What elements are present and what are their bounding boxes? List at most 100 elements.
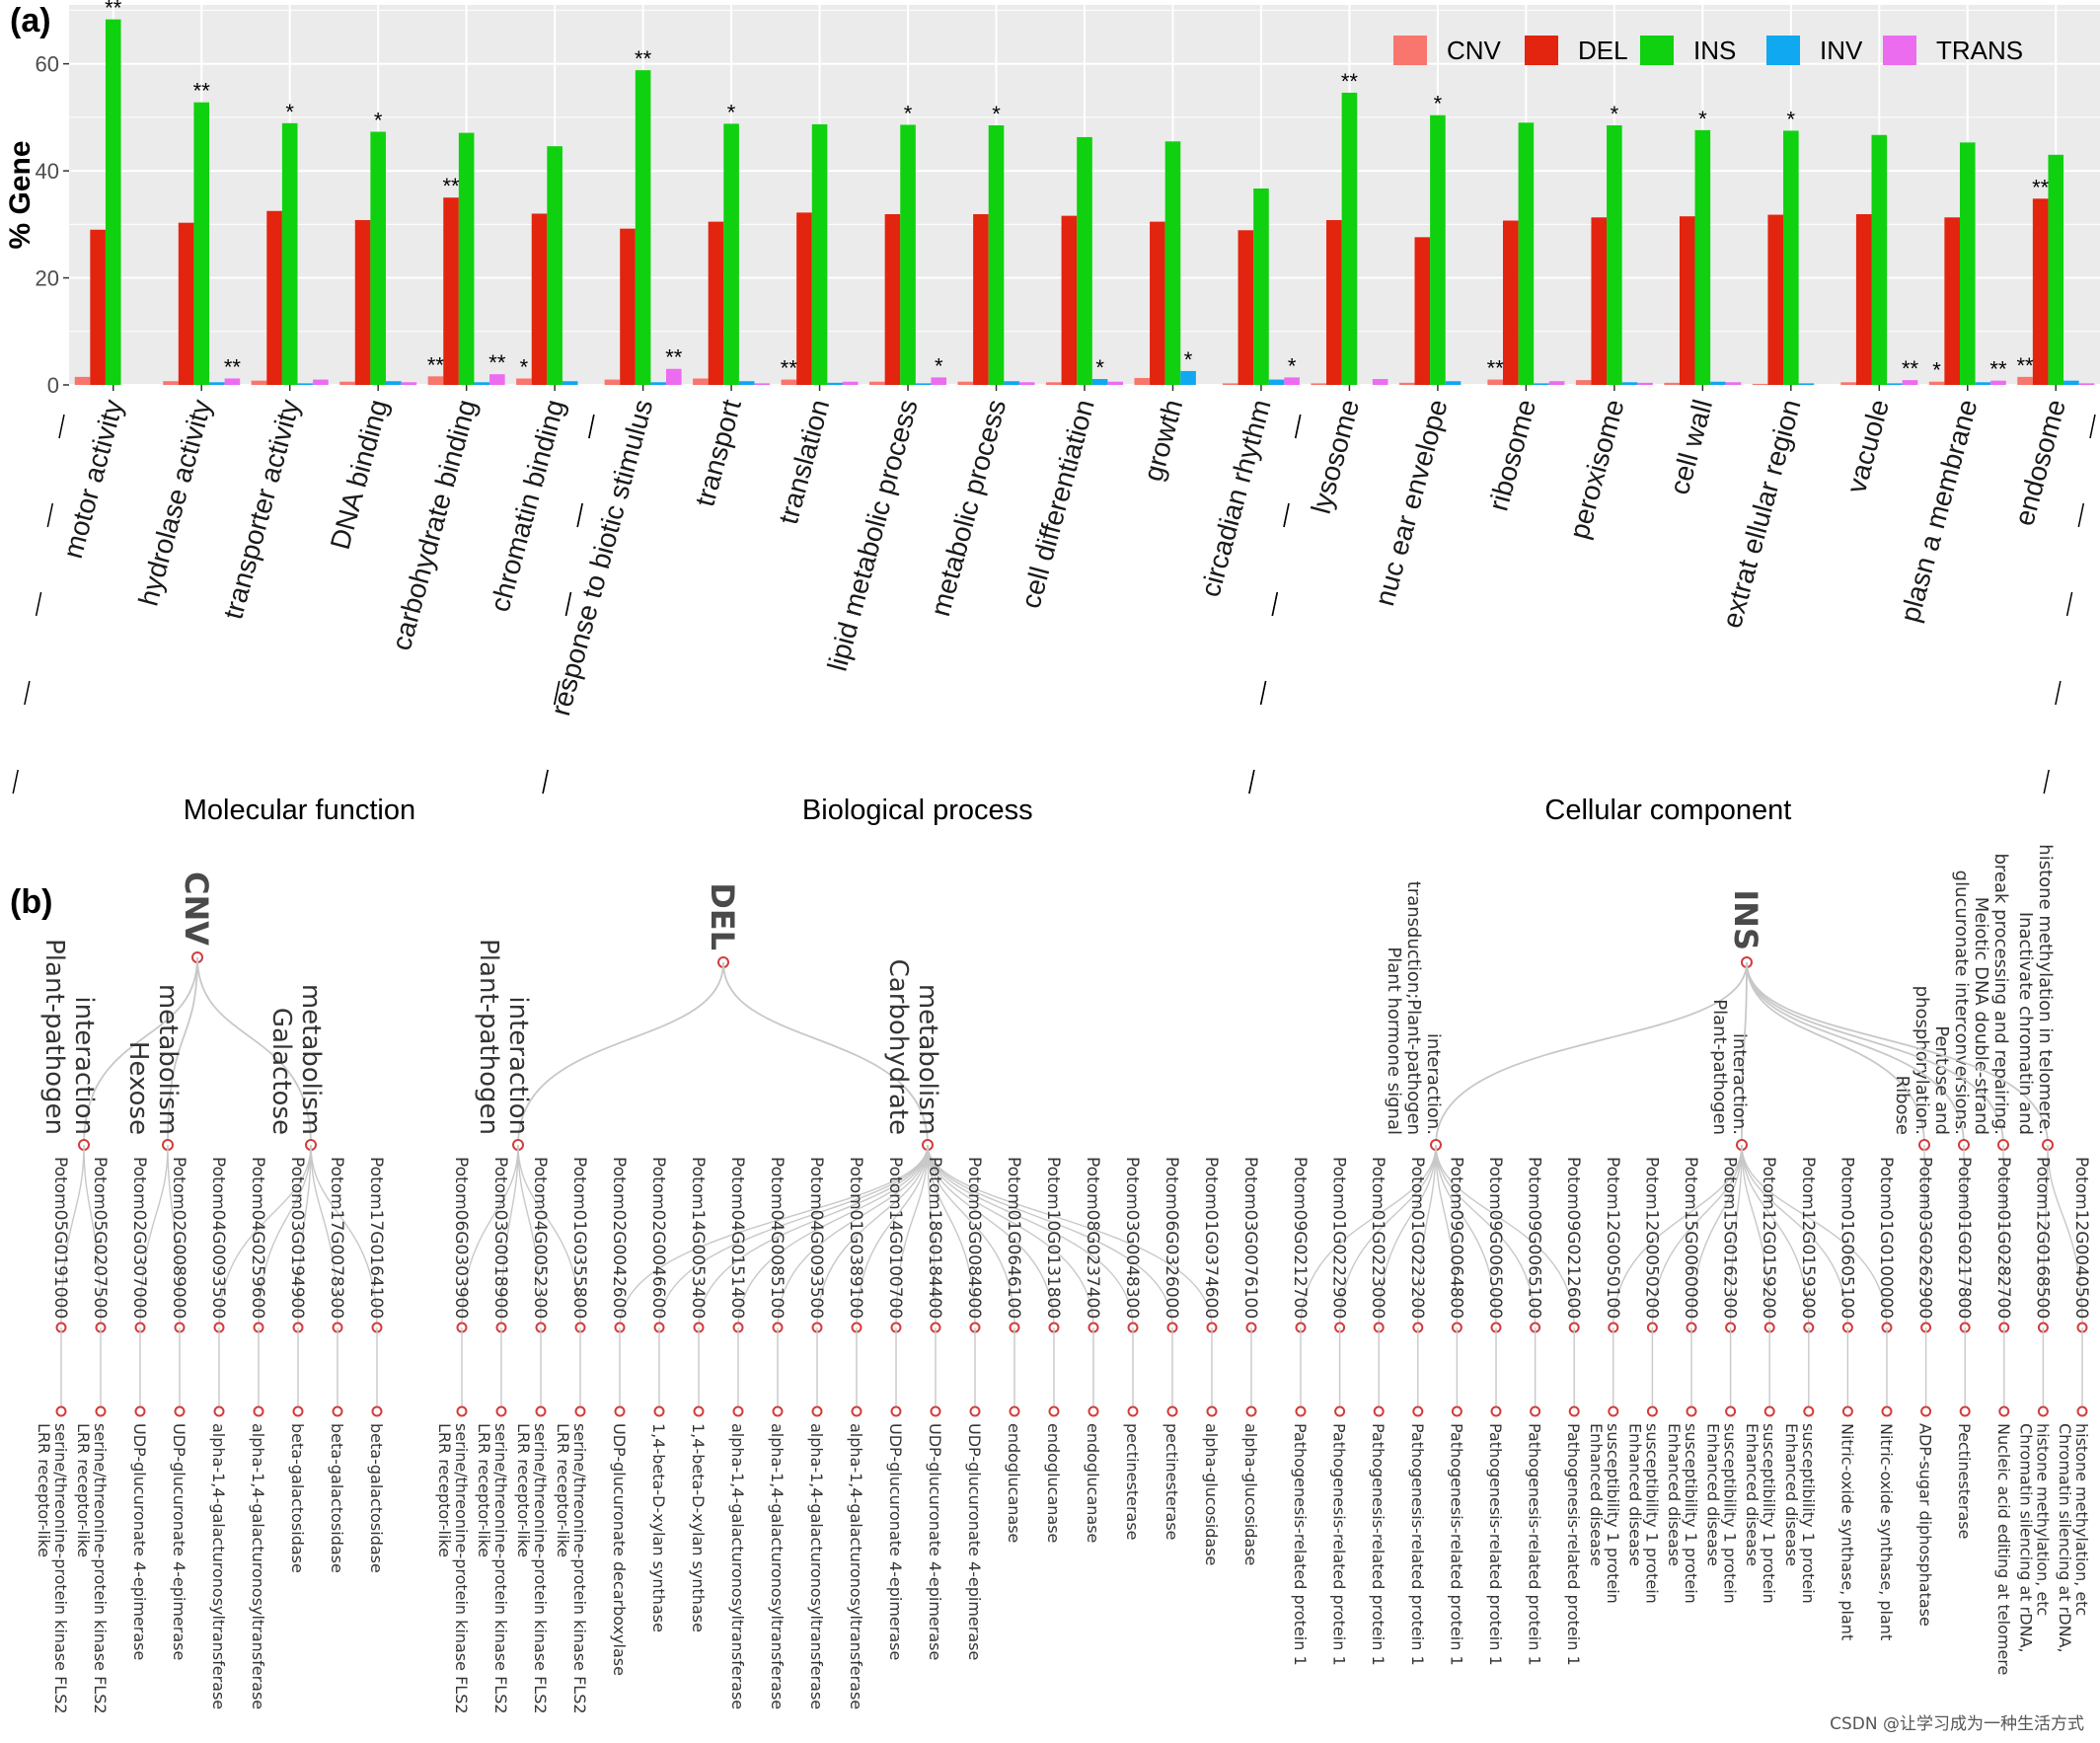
legend-label-del: DEL [1578,36,1628,65]
tree-gene-description: Pathogenesis-related protein 1 [1330,1423,1349,1666]
bar-cnv [1664,382,1680,385]
group-bracket-dash [1283,502,1290,528]
tree-edge [258,1144,312,1328]
tree-edge [658,1144,929,1328]
bar-inv [562,381,578,385]
x-category-label: circadian rhythm [1195,397,1277,600]
tree-pathway-label: Meiotic DNA double-strand [1971,897,1991,1135]
tree-gene-description: 1,4-beta-D-xylan synthase [689,1423,708,1632]
tree-gene-id: Potom01G0222900 [1329,1157,1349,1319]
x-category-label: cell differentiation [1015,397,1100,612]
x-axis-category-labels: motor activity hydrolase activity transpor… [57,385,2071,719]
significance-mark: ** [193,79,211,104]
group-bracket-dash [2055,680,2062,706]
bar-inv [1975,382,1991,385]
category-group-label: Cellular component [1544,795,1791,826]
tree-pathway-label: interaction [503,996,533,1135]
bar-trans [313,379,329,385]
bar-cnv [781,379,797,385]
tree-gene-id: Potom12G0168500 [2032,1157,2052,1319]
significance-mark: * [374,109,383,133]
tree-gene-id: Potom06G0326000 [1162,1157,1181,1319]
group-bracket-dash [1294,414,1302,439]
bar-del [973,214,989,385]
tree-pathway-label: Hexose [123,1041,153,1135]
significance-mark: * [992,102,1001,126]
tree-desc-node [811,1405,823,1417]
tree-edge [461,1144,519,1328]
tree-gene-description: susceptibility 1 protein [1604,1423,1622,1604]
tree-pathway-label: Pentose and [1931,1025,1952,1135]
significance-mark: * [1288,353,1297,378]
tree-gene-description: beta-galactosidase [328,1423,346,1573]
bar-del [1326,219,1342,385]
group-bracket-dash [2065,591,2073,617]
tree-edge [517,961,724,1146]
bar-del [1414,237,1431,385]
tree-desc-node [890,1405,902,1417]
tree-edge [927,1144,1134,1328]
tree-edge [1729,1144,1743,1328]
bar-inv [474,382,490,385]
tree-pathway-label: phosphorylation. [1912,986,1932,1135]
significance-mark: * [1932,358,1941,383]
bar-del [1767,214,1784,385]
tree-gene-description: Chromatin silencing at rDNA, [2056,1423,2074,1653]
tree-gene-id: Potom12G0050200 [1641,1157,1661,1319]
bar-cnv [1134,377,1151,385]
tree-gene-description: Pathogenesis-related protein 1 [1486,1423,1505,1666]
tree-desc-node [851,1405,862,1417]
bar-trans [1725,382,1742,385]
bar-inv [650,382,667,385]
tree-desc-node [1088,1405,1099,1417]
tree-desc-node [1048,1405,1060,1417]
y-axis-ticks: 0 20 40 60 [36,52,69,398]
group-bracket-dash [542,769,549,795]
tree-root-label: DEL [704,882,741,950]
tree-gene-id: Potom03G0048300 [1122,1157,1142,1319]
tree-desc-node [1920,1405,1932,1417]
bar-inv [738,381,755,385]
category-groups: Molecular function Biological process Cell… [12,414,2096,826]
bar-del [1855,214,1872,385]
tree-pathway-label: metabolism [296,984,326,1135]
tree-desc-node [653,1405,665,1417]
tree-pathway-label: transduction;Plant-pathogen [1403,881,1424,1135]
tree-desc-node [930,1405,941,1417]
tree-pathway-label: Plant-pathogen [1709,999,1730,1135]
tree-desc-node [1725,1405,1737,1417]
tree-gene-id: Potom04G0259600 [248,1157,267,1319]
bar-ins [1783,130,1799,386]
tree-gene-description: susceptibility 1 protein [1799,1423,1818,1604]
tree-edge [1746,961,1965,1146]
tree-gene-id: Potom12G0040500 [2071,1157,2091,1319]
bar-ins [2048,154,2064,385]
y-tick-label: 40 [36,159,59,184]
bar-ins [1164,141,1181,385]
tree-edge [927,1144,1055,1328]
tree-pathway-label: metabolism [913,984,942,1135]
bar-trans [1107,381,1123,385]
tree-gene-description: UDP-glucuronate decarboxylase [610,1423,629,1676]
tree-desc-node [1245,1405,1257,1417]
bar-cnv [516,378,532,385]
tree-edge [1923,1144,1927,1328]
tree-gene-description: Chromatin silencing at rDNA, [2016,1423,2035,1653]
bar-del [266,210,282,385]
bar-del [178,222,194,385]
tree-desc-node [1608,1405,1619,1417]
bars [74,19,2095,386]
tree-desc-node [1373,1405,1385,1417]
tree-gene-description: histone methylation, etc [2033,1423,2052,1616]
significance-mark: * [285,100,294,124]
bar-trans [1548,381,1565,385]
tree-pathway-label: break processing and repairing. [1990,854,2011,1136]
tree-desc-node [1206,1405,1218,1417]
group-bracket-dash [1271,591,1279,617]
tree-edge [1378,1144,1437,1328]
tree-edge [2047,1144,2083,1328]
tree-edge [1435,1144,1537,1328]
tree-gene-id: Potom17G0164100 [366,1157,386,1319]
bar-trans [666,368,682,385]
tree-edge [1741,1144,1888,1328]
